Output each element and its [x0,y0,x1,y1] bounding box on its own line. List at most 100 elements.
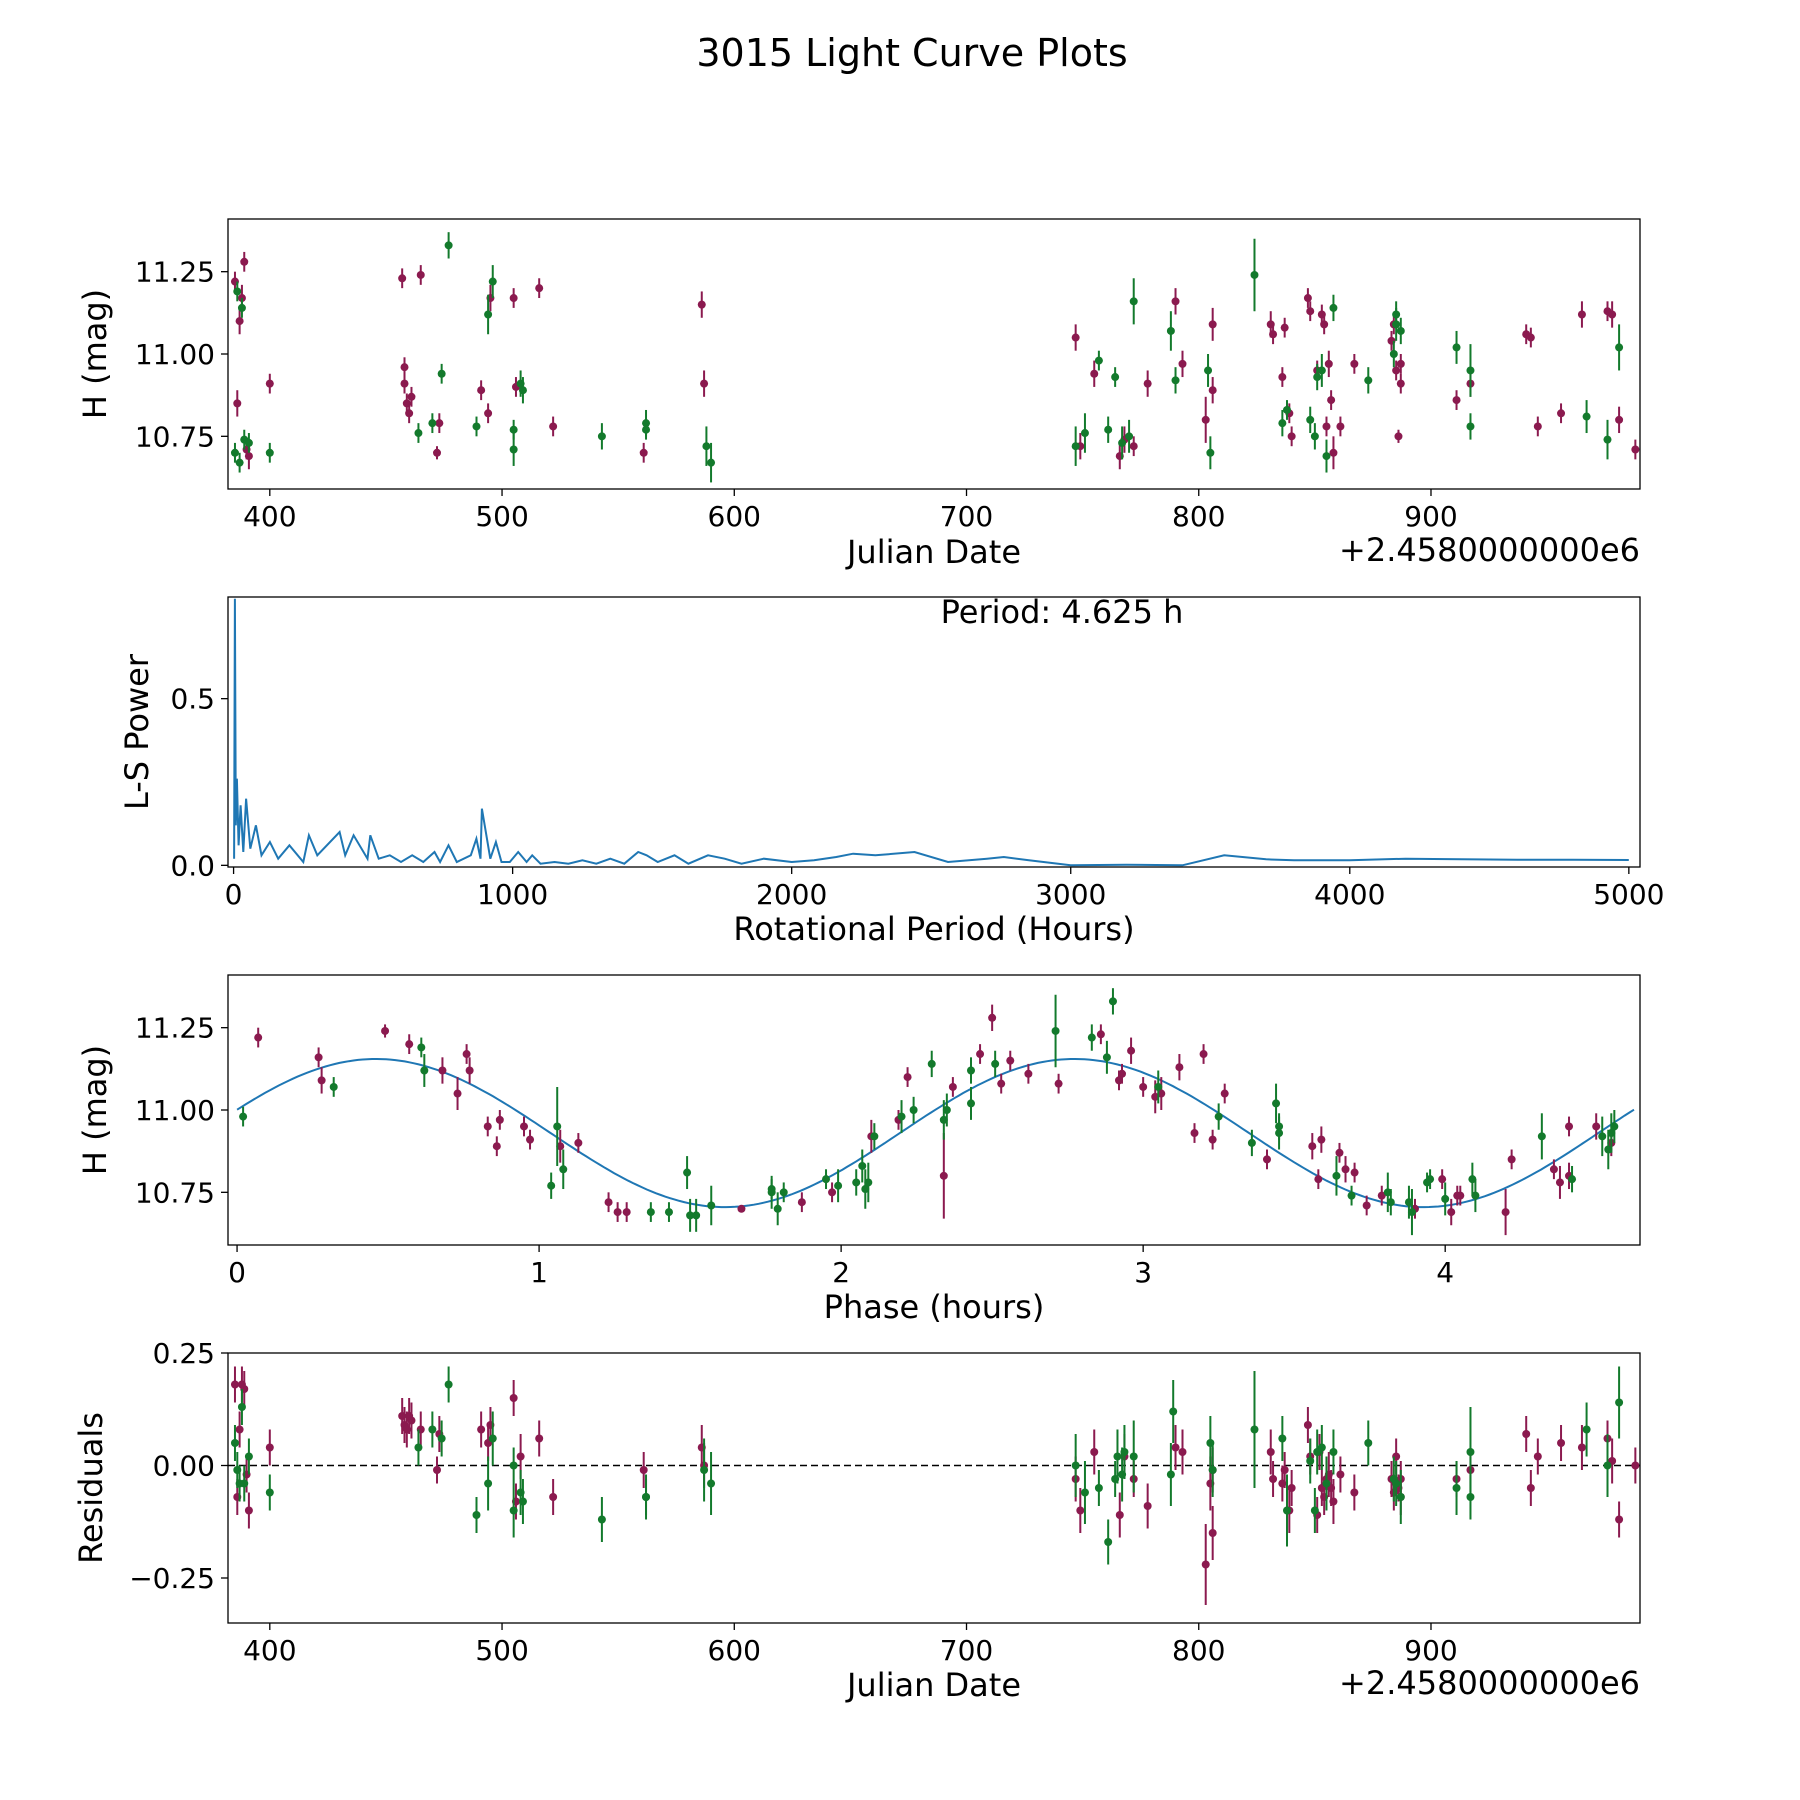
green-filter-data-point [1615,1398,1624,1407]
figure-title: 3015 Light Curve Plots [696,31,1127,75]
red-filter-data-point [697,300,706,309]
green-filter-data-point [509,425,518,434]
green-filter-data-point [230,448,239,457]
green-filter-data-point [1329,303,1338,312]
green-filter-data-point [237,303,246,312]
green-filter-data-point [1598,1132,1607,1141]
green-filter-data-point [1615,343,1624,352]
green-filter-data-point [702,442,711,451]
red-filter-data-point [1447,1208,1456,1217]
red-filter-data-point [1438,1175,1447,1184]
red-filter-data-point [407,392,416,401]
x-tick-label: 3000 [1035,878,1106,911]
green-filter-data-point [428,419,437,428]
green-filter-data-point [414,429,423,438]
red-filter-data-point [1549,1165,1558,1174]
green-filter-data-point [518,386,527,395]
green-filter-data-point [1389,350,1398,358]
green-filter-data-point [646,1208,655,1217]
green-filter-data-point [942,1106,951,1114]
green-filter-data-point [1386,1198,1395,1207]
green-filter-data-point [1468,1175,1477,1184]
red-filter-data-point [1392,366,1401,375]
green-filter-data-point [861,1185,870,1194]
periodogram-line [233,598,1629,867]
green-filter-data-point [235,458,244,467]
sinusoid-fit-line [236,1058,1635,1209]
green-filter-data-point [692,1211,701,1220]
residuals-ylabel: Residuals [72,1412,110,1564]
green-filter-data-point [991,1059,1000,1068]
lightcurve-ylabel: H (mag) [76,289,114,419]
periodogram-marks [233,598,1629,867]
red-filter-data-point [407,1416,416,1425]
green-filter-data-point [1396,1493,1405,1501]
green-filter-data-point [597,432,606,441]
red-filter-data-point [1024,1069,1033,1078]
red-filter-data-point [433,1466,442,1474]
green-filter-data-point [1306,1457,1315,1465]
green-filter-data-point [437,369,446,378]
red-filter-data-point [492,1142,501,1151]
red-filter-data-point [433,448,442,457]
red-filter-data-point [549,422,558,431]
red-filter-data-point [1199,1050,1208,1059]
green-filter-data-point [1306,415,1315,424]
y-tick-label: 0.25 [153,1337,215,1370]
green-filter-data-point [509,1461,518,1470]
red-filter-data-point [244,452,253,461]
red-filter-data-point [1577,1443,1586,1452]
red-filter-data-point [1096,1030,1105,1039]
red-filter-data-point [1175,1063,1184,1072]
y-tick-label: −0.25 [129,1562,215,1595]
y-tick-label: 11.25 [135,256,215,289]
green-filter-data-point [700,1466,709,1474]
green-filter-data-point [1603,1461,1612,1470]
green-filter-data-point [1364,376,1373,385]
green-filter-data-point [1113,1452,1122,1461]
green-filter-data-point [1129,297,1138,306]
red-filter-data-point [797,1198,806,1207]
red-filter-data-point [1377,1191,1386,1200]
red-filter-data-point [1090,1448,1099,1456]
red-filter-data-point [976,1050,985,1059]
y-tick-label: 11.00 [135,338,215,371]
red-filter-data-point [535,284,544,293]
red-filter-data-point [1178,359,1187,368]
green-filter-data-point [1071,1461,1080,1470]
lightcurve-panel: 400 500 600 700 800 900 10.75 11.00 11.25 Julian… [76,218,1641,571]
green-filter-data-point [1094,356,1103,365]
red-filter-data-point [405,409,414,418]
green-filter-data-point [1317,366,1326,375]
x-tick-label: 5000 [1593,878,1664,911]
green-filter-data-point [1087,1033,1096,1042]
x-tick-label: 3 [1134,1256,1152,1289]
y-tick-label: 0.00 [153,1450,215,1483]
red-filter-data-point [483,1122,492,1131]
x-tick-label: 0 [225,878,243,911]
x-tick-label: 800 [1172,1634,1225,1667]
red-filter-data-point [1118,1069,1127,1078]
periodogram-ticks: 0 1000 2000 3000 4000 5000 0.0 0.5 [170,683,1664,911]
red-filter-data-point [535,1434,544,1443]
green-filter-data-point [1392,1479,1401,1488]
red-filter-data-point [509,1394,518,1402]
red-filter-data-point [737,1204,746,1213]
red-filter-data-point [556,1142,565,1151]
red-filter-data-point [639,1466,648,1474]
red-filter-data-point [1201,1560,1210,1569]
red-filter-data-point [1287,432,1296,441]
red-filter-data-point [1143,379,1152,388]
lightcurve-frame [227,218,1641,490]
red-filter-data-point [828,1188,837,1197]
red-filter-data-point [988,1013,997,1022]
red-filter-data-point [1329,1497,1338,1506]
red-filter-data-point [240,257,249,266]
green-filter-data-point [1278,1434,1287,1443]
x-tick-label: 600 [708,500,761,533]
green-filter-data-point [1154,1082,1163,1091]
red-filter-data-point [1287,1484,1296,1492]
red-filter-data-point [1615,415,1624,424]
green-filter-data-point [428,1425,437,1434]
